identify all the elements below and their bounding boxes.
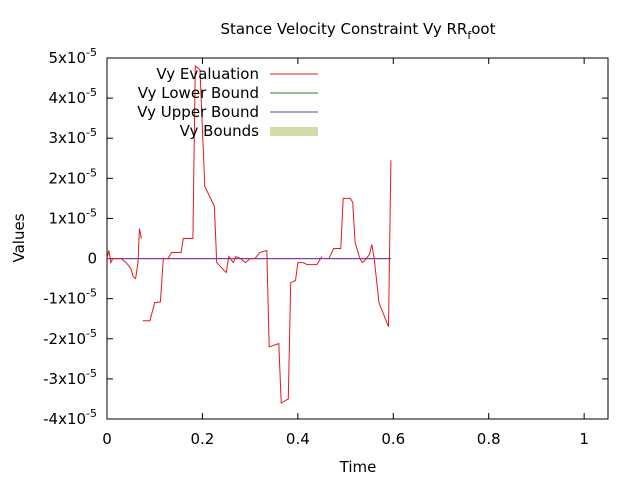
x-tick-label: 0.6 [381, 430, 405, 448]
y-tick-label: -4x10-5 [43, 407, 97, 428]
plot-frame [106, 57, 609, 420]
x-tick-label: 0.4 [286, 430, 310, 448]
legend-swatch [270, 127, 318, 136]
series-vy-evaluation [142, 64, 323, 404]
x-tick-label: 0.2 [190, 430, 214, 448]
y-tick-label: 0 [87, 250, 97, 268]
y-tick-label: 1x10-5 [49, 206, 97, 227]
x-tick-label: 1 [579, 430, 589, 448]
y-tick-label: -2x10-5 [43, 327, 97, 348]
y-tick-label: -1x10-5 [43, 287, 97, 308]
x-tick-label: 0 [102, 430, 112, 448]
legend-label: Vy Bounds [180, 122, 260, 140]
y-tick-label: -3x10-5 [43, 367, 97, 388]
x-tick-label: 0.8 [477, 430, 501, 448]
legend-label: Vy Lower Bound [138, 84, 259, 102]
y-axis-label: Values [10, 213, 28, 262]
series-vy-evaluation [106, 228, 142, 280]
x-axis-label: Time [339, 458, 377, 476]
y-tick-label: 4x10-5 [49, 86, 97, 107]
y-tick-label: 2x10-5 [49, 166, 97, 187]
y-tick-label: 5x10-5 [49, 46, 97, 67]
chart-title: Stance Velocity Constraint Vy RRfoot [221, 20, 496, 42]
legend-label: Vy Upper Bound [137, 103, 259, 121]
legend-label: Vy Evaluation [156, 65, 259, 83]
y-axis: 5x10-5 4x10-5 3x10-5 2x10-5 1x10-5 0 -1x10-5 -2… [43, 46, 608, 428]
series-vy-evaluation [328, 160, 392, 327]
x-axis: 0 0.2 0.4 0.6 0.8 1 [102, 58, 589, 448]
y-tick-label: 3x10-5 [49, 126, 97, 147]
series-layer [106, 64, 392, 404]
